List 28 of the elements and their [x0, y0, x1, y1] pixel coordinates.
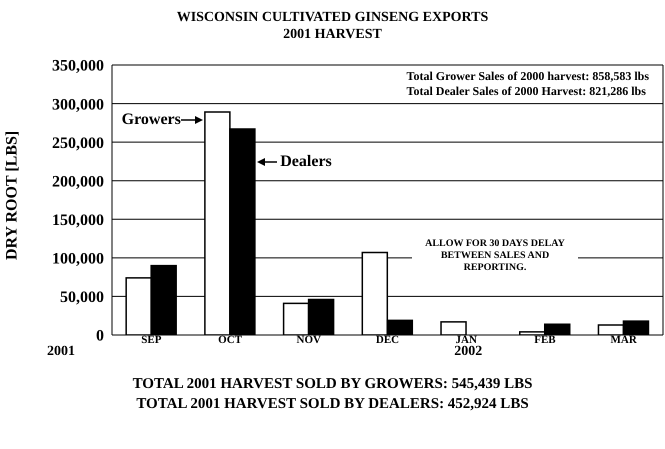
y-tick-label: 350,000: [52, 58, 104, 75]
x-tick-label: MAR: [610, 334, 638, 346]
chart-title: WISCONSIN CULTIVATED GINSENG EXPORTS: [176, 9, 490, 26]
x-tick-label: NOV: [296, 334, 322, 346]
x-tick-label: DEC: [376, 334, 400, 346]
legend-label: Dealers: [280, 153, 332, 172]
y-axis-title: DRY ROOT [LBS]: [4, 130, 21, 260]
bar: [440, 321, 467, 335]
text: 2001: [47, 344, 75, 360]
chart-subtitle: 2001 HARVEST: [282, 26, 383, 43]
y-tick-label: 0: [96, 328, 104, 345]
text: TOTAL 2001 HARVEST SOLD BY GROWERS: 545,439 LBS: [132, 375, 534, 394]
y-tick-label: 200,000: [52, 173, 104, 190]
annotation: ALLOW FOR 30 DAYS DELAY BETWEEN SALES AND REPORTING.: [412, 236, 578, 276]
y-tick-label: 100,000: [52, 250, 104, 268]
series-label: Growers: [122, 111, 181, 130]
annotation: Total Grower Sales of 2000 harvest: 858,583 lbs: [406, 69, 649, 84]
x-tick-label: JAN: [456, 334, 477, 346]
text: TOTAL 2001 HARVEST SOLD BY DEALERS: 452,924 LBS: [135, 395, 530, 414]
y-tick-label: 300,000: [52, 96, 104, 114]
x-tick-label: FEB: [534, 334, 556, 346]
x-tick-label: OCT: [218, 334, 243, 346]
y-tick-label: 250,000: [52, 134, 104, 152]
y-tick-label: 150,000: [52, 212, 104, 229]
text: 2002: [454, 344, 482, 360]
annotation: Total Dealer Sales of 2000 Harvest: 821,286 lbs: [406, 84, 647, 99]
x-tick-label: SEP: [141, 334, 162, 346]
y-tick-label: 50,000: [60, 289, 104, 306]
